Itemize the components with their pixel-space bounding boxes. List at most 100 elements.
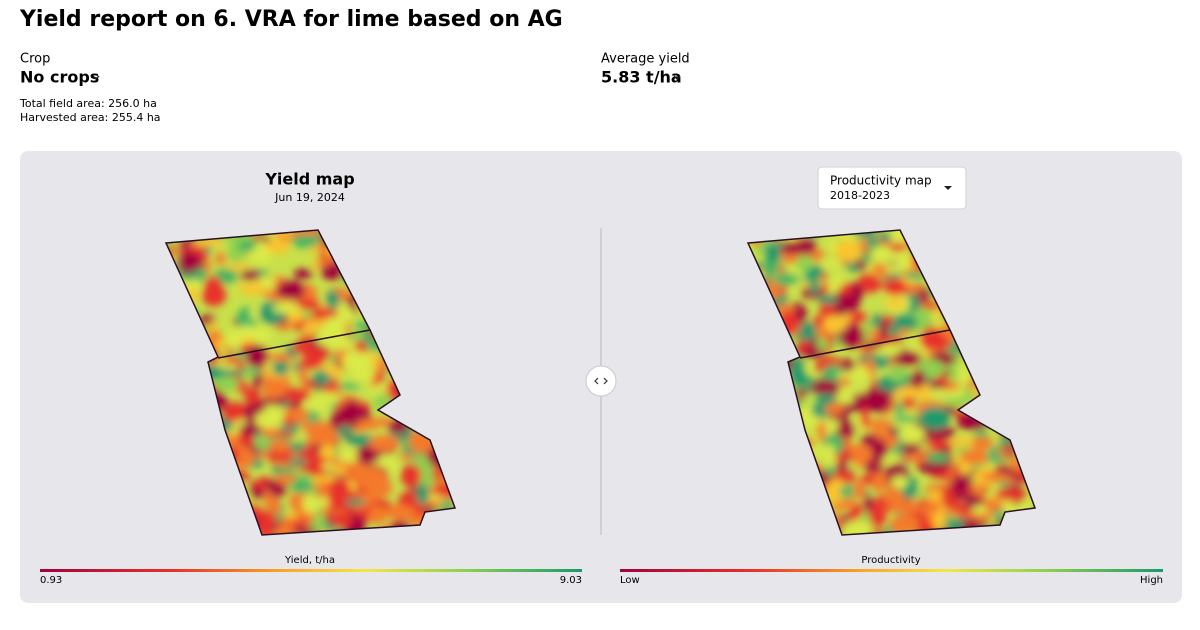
map-cell <box>849 443 873 466</box>
map-cell <box>789 378 819 386</box>
map-cell <box>345 434 377 447</box>
map-cell <box>326 289 340 310</box>
map-cell <box>197 267 207 283</box>
map-cell <box>981 472 1011 482</box>
map-cell <box>328 477 350 496</box>
map-cell <box>893 403 906 415</box>
map-cell <box>269 499 282 516</box>
map-selector[interactable] <box>817 166 967 210</box>
selector-period: 2018-2023 <box>830 189 890 202</box>
legend-bar <box>620 569 1163 572</box>
selector-title: Productivity map <box>830 174 932 188</box>
field-outline <box>164 229 457 536</box>
map-cell <box>241 369 257 378</box>
map-cell <box>816 336 828 351</box>
map-cell <box>330 513 353 528</box>
map-cell <box>263 383 283 397</box>
crop-label: Crop <box>20 52 50 67</box>
map-cell <box>793 237 817 255</box>
map-cell <box>400 463 422 488</box>
map-cell <box>302 494 320 514</box>
map-cell <box>221 403 246 422</box>
map-cell <box>356 418 382 430</box>
yield-dropdown[interactable]: 5.83 t/ha <box>601 68 682 87</box>
map-cell <box>280 512 301 520</box>
map-cell <box>246 344 269 368</box>
compare-handle[interactable] <box>585 365 617 397</box>
map-cell <box>179 250 194 274</box>
map-cell <box>940 488 956 509</box>
map-cell <box>863 418 894 430</box>
map-cell <box>995 488 1028 501</box>
map-cell <box>257 509 276 532</box>
map-cell <box>884 265 904 273</box>
map-cell <box>823 315 847 333</box>
map-cell <box>824 403 844 416</box>
map-cell <box>872 313 883 329</box>
map-cell <box>871 245 894 265</box>
map-cell <box>214 339 226 348</box>
map-cell <box>416 483 430 505</box>
map-cell <box>835 392 855 405</box>
map-cell <box>376 416 391 427</box>
map-cell <box>929 438 946 450</box>
map-cell <box>918 406 951 430</box>
map-cell <box>882 278 908 297</box>
map-cell <box>891 475 909 489</box>
map-cell <box>307 410 320 424</box>
map-cell <box>315 258 331 267</box>
map-cell <box>315 392 340 402</box>
map-cell <box>373 372 384 384</box>
map-cell <box>276 280 306 301</box>
map-cell <box>224 263 253 271</box>
map-cell <box>298 366 308 384</box>
map-cell <box>293 268 313 280</box>
map-cell <box>825 443 836 466</box>
map-cell <box>924 382 949 389</box>
map-cell <box>281 474 290 485</box>
map-cell <box>312 512 326 534</box>
map-cell <box>959 461 970 476</box>
map-cell <box>344 461 368 478</box>
map-cell <box>254 325 271 345</box>
map-cell <box>215 252 226 265</box>
map-cell <box>862 388 892 403</box>
map-cell <box>878 231 892 242</box>
map-cell <box>910 369 927 391</box>
map-cell <box>317 479 330 503</box>
harvested-area: Harvested area: 255.4 ha <box>20 111 161 124</box>
map-cell <box>893 386 924 398</box>
map-cell <box>287 458 308 466</box>
map-cell <box>226 327 243 350</box>
total-area: Total field area: 256.0 ha <box>19 97 157 110</box>
map-cell <box>275 521 297 535</box>
handle-arrows <box>594 377 608 385</box>
map-cell <box>894 350 922 367</box>
map-cell <box>272 357 290 376</box>
legend-bar <box>40 569 582 572</box>
map-cell <box>304 348 331 362</box>
field-boundary <box>799 329 951 359</box>
map-cell <box>973 504 988 514</box>
map-cell <box>923 452 951 464</box>
map-cell <box>953 480 965 502</box>
map-cell <box>265 239 290 254</box>
map-cell <box>889 328 899 337</box>
map-cell <box>992 509 1006 519</box>
map-cell <box>796 254 814 272</box>
map-cell <box>799 341 810 353</box>
map-cell <box>898 454 927 463</box>
map-cell <box>398 453 416 460</box>
map-cell <box>270 467 296 476</box>
map-cell <box>951 502 970 513</box>
map-cell <box>799 321 817 341</box>
map-cell <box>839 485 855 499</box>
crop-dropdown[interactable]: No crops <box>20 68 99 87</box>
map-cell <box>851 366 870 383</box>
map-cell <box>881 455 895 463</box>
map-cell <box>825 479 848 503</box>
map-cell <box>888 314 918 330</box>
map-cell <box>949 363 958 387</box>
legend-max: High <box>1140 575 1163 586</box>
